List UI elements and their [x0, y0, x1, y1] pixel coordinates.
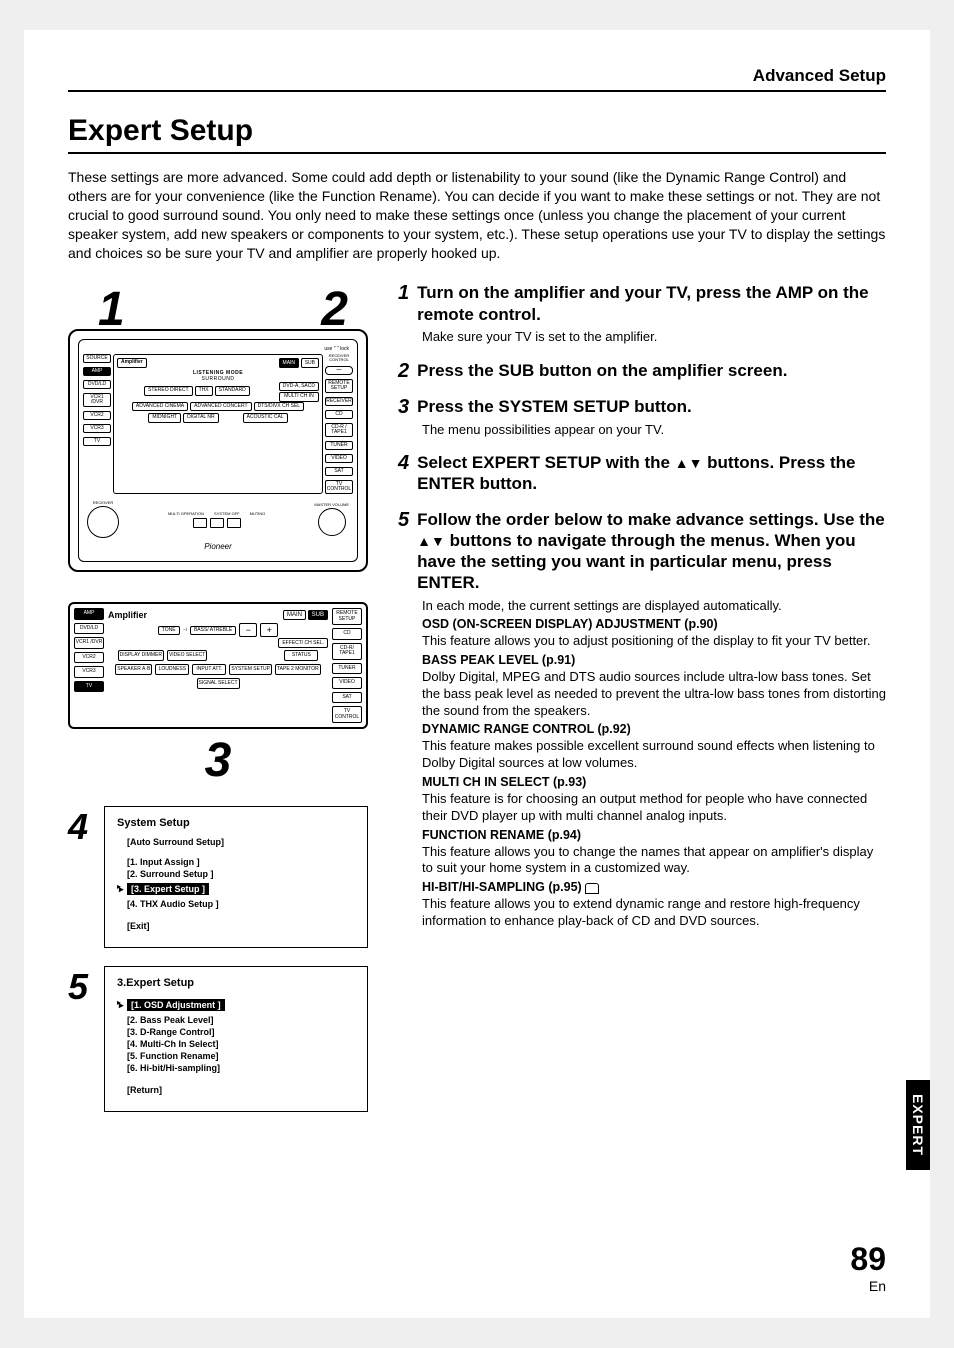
step-4: 4 Select EXPERT SETUP with the ▲▼ button…: [398, 452, 886, 495]
up-down-icon: ▲▼: [675, 455, 703, 471]
brand-logo: Pioneer: [83, 542, 353, 551]
amplifier-screen-diagram: AMP DVD/LD VCR1 /DVR VCR2 VCR3 TV Amplif…: [68, 602, 368, 729]
headphone-icon: [585, 883, 599, 894]
step-2: 2 Press the SUB button on the amplifier …: [398, 360, 886, 382]
page-number: 89 En: [850, 1241, 886, 1294]
remote-right-inputs: RECEIVER CONTROL ⎯⎯ REMOTE SETUP RECEIVE…: [325, 354, 353, 494]
step-3: 3 Press the SYSTEM SETUP button. The men…: [398, 396, 886, 439]
section-tab: EXPERT: [906, 1080, 930, 1170]
step-1: 1 Turn on the amplifier and your TV, pre…: [398, 282, 886, 345]
callout-2: 2: [321, 282, 348, 337]
right-column: 1 Turn on the amplifier and your TV, pre…: [398, 282, 886, 1130]
step-5: 5 Follow the order below to make advance…: [398, 509, 886, 930]
remote-diagram: 1 2 use " " lock SOURCE AMP D: [68, 282, 368, 572]
left-column: 1 2 use " " lock SOURCE AMP D: [68, 282, 368, 1130]
remote-left-inputs: SOURCE AMP DVD/LD VCR1 /DVR VCR2 VCR3 TV: [83, 354, 111, 494]
lock-hint: use " " lock: [324, 346, 349, 352]
feature-list: OSD (ON-SCREEN DISPLAY) ADJUSTMENT (p.90…: [422, 616, 886, 930]
callout-1: 1: [98, 282, 125, 337]
volume-dial-icon: [318, 508, 346, 536]
page-title: Expert Setup: [68, 114, 886, 154]
chapter-header: Advanced Setup: [68, 66, 886, 92]
callout-4: 4: [68, 806, 94, 848]
up-down-icon: ▲▼: [417, 533, 445, 549]
intro-paragraph: These settings are more advanced. Some c…: [68, 168, 886, 262]
page: Advanced Setup Expert Setup These settin…: [24, 30, 930, 1318]
callout-3: 3: [205, 734, 232, 787]
expert-setup-menu: 5 3.Expert Setup [1. OSD Adjustment ] [2…: [68, 966, 368, 1112]
callout-5: 5: [68, 966, 94, 1008]
dpad-icon: [87, 506, 119, 538]
system-setup-menu: 4 System Setup [Auto Surround Setup] [1.…: [68, 806, 368, 948]
